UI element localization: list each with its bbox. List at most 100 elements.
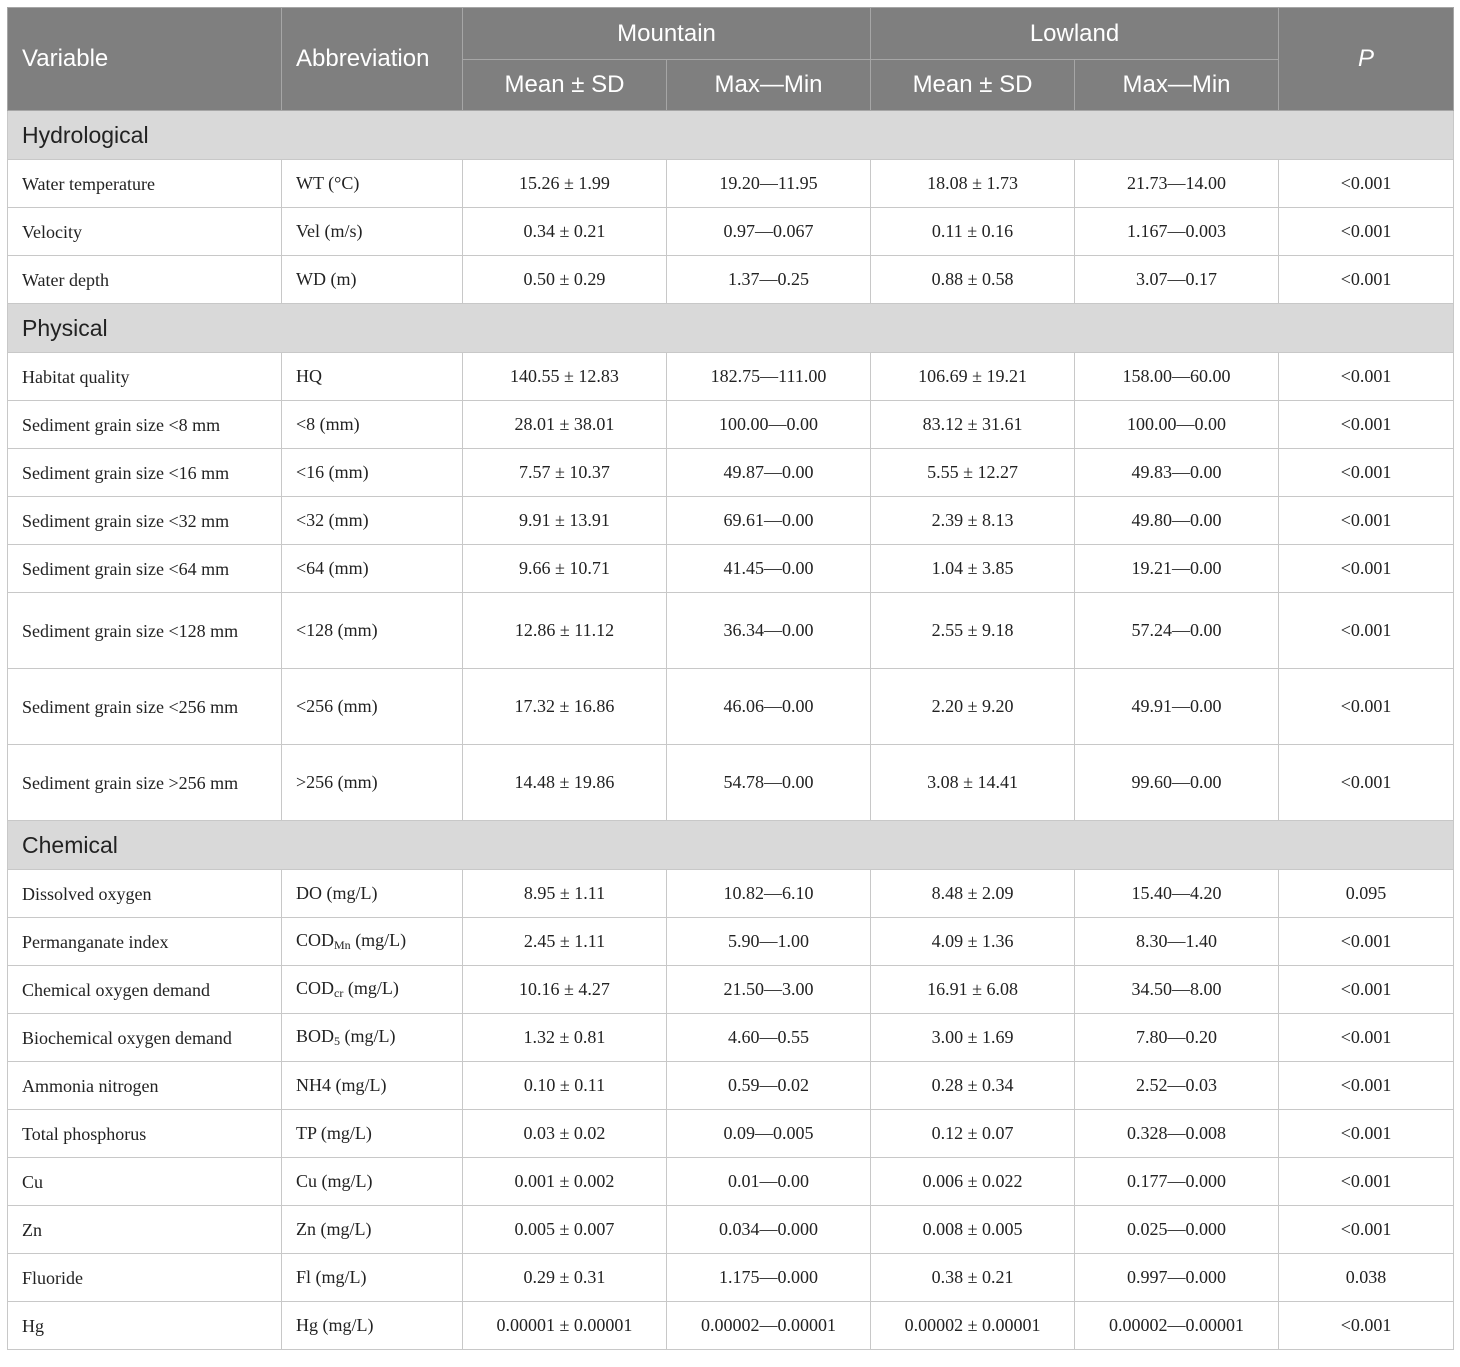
- lowland-mean-sd-cell: 0.28 ± 0.34: [870, 1061, 1076, 1110]
- lowland-max-min-cell: 0.328—0.008: [1074, 1109, 1280, 1158]
- p-value-cell: <0.001: [1278, 255, 1455, 304]
- abbreviation-cell: WT (°C): [281, 159, 463, 208]
- header-variable: Variable: [7, 7, 282, 111]
- variable-cell: Sediment grain size <64 mm: [7, 544, 282, 593]
- mountain-mean-sd-cell: 12.86 ± 11.12: [462, 592, 667, 669]
- mountain-mean-sd-cell: 2.45 ± 1.11: [462, 917, 667, 966]
- mountain-mean-sd-cell: 10.16 ± 4.27: [462, 965, 667, 1014]
- mountain-max-min-cell: 54.78—0.00: [665, 744, 872, 821]
- abbreviation-cell: Fl (mg/L): [281, 1253, 463, 1302]
- abbreviation-cell: <8 (mm): [281, 400, 463, 449]
- header-mountain-max-min: Max—Min: [665, 59, 872, 111]
- abbreviation-cell: NH4 (mg/L): [281, 1061, 463, 1110]
- data-table-container: Variable Abbreviation Mountain Lowland P…: [6, 7, 1455, 1350]
- section-title: Chemical: [6, 820, 1455, 870]
- lowland-max-min-cell: 7.80—0.20: [1074, 1013, 1280, 1062]
- mountain-mean-sd-cell: 0.29 ± 0.31: [462, 1253, 667, 1302]
- p-value-cell: <0.001: [1278, 544, 1455, 593]
- variables-table: Variable Abbreviation Mountain Lowland P…: [6, 7, 1455, 1350]
- p-value-cell: <0.001: [1278, 1157, 1455, 1206]
- lowland-max-min-cell: 3.07—0.17: [1074, 255, 1280, 304]
- p-value-cell: <0.001: [1278, 448, 1455, 497]
- variable-cell: Zn: [7, 1205, 282, 1254]
- variable-cell: Habitat quality: [7, 352, 282, 401]
- p-value-cell: <0.001: [1278, 1301, 1455, 1350]
- variable-cell: Biochemical oxygen demand: [7, 1013, 282, 1062]
- lowland-max-min-cell: 0.997—0.000: [1074, 1253, 1280, 1302]
- p-value-cell: <0.001: [1278, 1013, 1455, 1062]
- header-lowland-max-min: Max—Min: [1074, 59, 1280, 111]
- lowland-max-min-cell: 15.40—4.20: [1074, 869, 1280, 918]
- mountain-mean-sd-cell: 0.005 ± 0.007: [462, 1205, 667, 1254]
- lowland-mean-sd-cell: 1.04 ± 3.85: [870, 544, 1076, 593]
- lowland-mean-sd-cell: 18.08 ± 1.73: [870, 159, 1076, 208]
- lowland-max-min-cell: 0.177—0.000: [1074, 1157, 1280, 1206]
- lowland-mean-sd-cell: 2.20 ± 9.20: [870, 668, 1076, 745]
- mountain-max-min-cell: 1.175—0.000: [665, 1253, 872, 1302]
- mountain-max-min-cell: 0.59—0.02: [665, 1061, 872, 1110]
- lowland-max-min-cell: 8.30—1.40: [1074, 917, 1280, 966]
- abbreviation-cell: CODMn (mg/L): [281, 917, 463, 966]
- abbreviation-cell: Cu (mg/L): [281, 1157, 463, 1206]
- variable-cell: Permanganate index: [7, 917, 282, 966]
- abbreviation-unit: (mg/L): [350, 930, 407, 950]
- lowland-mean-sd-cell: 3.08 ± 14.41: [870, 744, 1076, 821]
- p-value-cell: <0.001: [1278, 352, 1455, 401]
- header-mountain-mean-sd: Mean ± SD: [462, 59, 667, 111]
- lowland-mean-sd-cell: 0.008 ± 0.005: [870, 1205, 1076, 1254]
- variable-cell: Sediment grain size <16 mm: [7, 448, 282, 497]
- table-row: Fluoride Fl (mg/L) 0.29 ± 0.31 1.175—0.000 0…: [7, 1253, 1455, 1302]
- p-value-cell: <0.001: [1278, 668, 1455, 745]
- lowland-mean-sd-cell: 0.11 ± 0.16: [870, 207, 1076, 256]
- lowland-max-min-cell: 0.025—0.000: [1074, 1205, 1280, 1254]
- lowland-mean-sd-cell: 2.55 ± 9.18: [870, 592, 1076, 669]
- variable-cell: Sediment grain size >256 mm: [7, 744, 282, 821]
- variable-cell: Total phosphorus: [7, 1109, 282, 1158]
- p-value-cell: <0.001: [1278, 917, 1455, 966]
- mountain-max-min-cell: 182.75—111.00: [665, 352, 872, 401]
- p-value-cell: <0.001: [1278, 207, 1455, 256]
- mountain-mean-sd-cell: 1.32 ± 0.81: [462, 1013, 667, 1062]
- table-header: Variable Abbreviation Mountain Lowland P…: [7, 7, 1455, 111]
- lowland-max-min-cell: 21.73—14.00: [1074, 159, 1280, 208]
- mountain-mean-sd-cell: 7.57 ± 10.37: [462, 448, 667, 497]
- mountain-max-min-cell: 100.00—0.00: [665, 400, 872, 449]
- mountain-mean-sd-cell: 15.26 ± 1.99: [462, 159, 667, 208]
- mountain-mean-sd-cell: 0.03 ± 0.02: [462, 1109, 667, 1158]
- table-row: Velocity Vel (m/s) 0.34 ± 0.21 0.97—0.067 0.…: [7, 207, 1455, 256]
- mountain-mean-sd-cell: 0.50 ± 0.29: [462, 255, 667, 304]
- variable-cell: Sediment grain size <128 mm: [7, 592, 282, 669]
- mountain-max-min-cell: 41.45—0.00: [665, 544, 872, 593]
- mountain-mean-sd-cell: 140.55 ± 12.83: [462, 352, 667, 401]
- table-row: Sediment grain size <256 mm <256 (mm) 17.3…: [7, 668, 1455, 745]
- lowland-mean-sd-cell: 0.00002 ± 0.00001: [870, 1301, 1076, 1350]
- abbreviation-cell: Hg (mg/L): [281, 1301, 463, 1350]
- table-row: Total phosphorus TP (mg/L) 0.03 ± 0.02 0.09…: [7, 1109, 1455, 1158]
- abbreviation-cell: <128 (mm): [281, 592, 463, 669]
- mountain-mean-sd-cell: 9.66 ± 10.71: [462, 544, 667, 593]
- lowland-max-min-cell: 57.24—0.00: [1074, 592, 1280, 669]
- abbreviation-cell: DO (mg/L): [281, 869, 463, 918]
- abbreviation-cell: Vel (m/s): [281, 207, 463, 256]
- lowland-max-min-cell: 100.00—0.00: [1074, 400, 1280, 449]
- p-value-cell: <0.001: [1278, 965, 1455, 1014]
- lowland-max-min-cell: 99.60—0.00: [1074, 744, 1280, 821]
- p-value-cell: <0.001: [1278, 496, 1455, 545]
- mountain-max-min-cell: 0.97—0.067: [665, 207, 872, 256]
- mountain-max-min-cell: 5.90—1.00: [665, 917, 872, 966]
- header-lowland-mean-sd: Mean ± SD: [870, 59, 1076, 111]
- mountain-mean-sd-cell: 14.48 ± 19.86: [462, 744, 667, 821]
- lowland-max-min-cell: 49.83—0.00: [1074, 448, 1280, 497]
- abbreviation-cell: >256 (mm): [281, 744, 463, 821]
- abbreviation-cell: WD (m): [281, 255, 463, 304]
- p-value-cell: <0.001: [1278, 1061, 1455, 1110]
- table-row: Permanganate index CODMn (mg/L) 2.45 ± 1.1…: [7, 917, 1455, 966]
- header-lowland: Lowland: [870, 7, 1280, 60]
- variable-cell: Water depth: [7, 255, 282, 304]
- header-p: P: [1278, 7, 1455, 111]
- lowland-max-min-cell: 49.91—0.00: [1074, 668, 1280, 745]
- abbreviation-main: COD: [296, 978, 335, 998]
- p-value-cell: <0.001: [1278, 1205, 1455, 1254]
- lowland-max-min-cell: 158.00—60.00: [1074, 352, 1280, 401]
- mountain-mean-sd-cell: 28.01 ± 38.01: [462, 400, 667, 449]
